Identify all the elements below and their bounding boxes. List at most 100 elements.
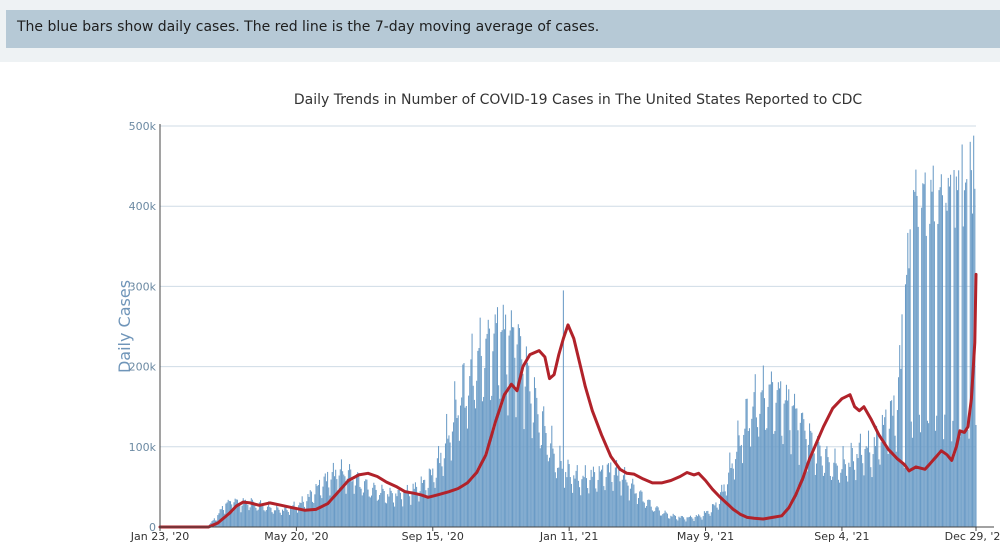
daily-case-bar xyxy=(617,475,619,527)
daily-case-bar xyxy=(444,443,447,527)
daily-case-bar xyxy=(739,445,741,527)
daily-case-bar xyxy=(876,425,878,527)
daily-case-bar xyxy=(781,435,783,527)
daily-case-bar xyxy=(466,428,468,527)
daily-case-bar xyxy=(435,477,437,527)
daily-case-bar xyxy=(472,385,474,527)
daily-case-bar xyxy=(464,407,466,527)
daily-case-bar xyxy=(729,452,731,527)
daily-case-bar xyxy=(337,493,339,527)
daily-case-bar xyxy=(306,501,308,527)
daily-case-bar xyxy=(347,470,349,527)
daily-case-bar xyxy=(416,486,418,527)
x-tick-label: Jan 11, '21 xyxy=(539,530,598,543)
daily-case-bar xyxy=(646,506,648,527)
daily-case-bar xyxy=(911,437,913,527)
daily-case-bar xyxy=(276,503,278,527)
x-tick-label: Sep 15, '20 xyxy=(402,530,464,543)
daily-case-bar xyxy=(565,472,567,527)
daily-case-bar xyxy=(479,317,481,527)
daily-case-bar xyxy=(770,371,772,527)
daily-case-bar xyxy=(417,493,419,527)
daily-case-bar xyxy=(425,490,427,527)
daily-case-bar xyxy=(320,495,322,527)
daily-case-bar xyxy=(809,423,811,527)
daily-case-bar xyxy=(773,433,775,527)
daily-case-bar xyxy=(327,471,329,527)
daily-case-bar xyxy=(263,510,265,527)
daily-case-bar xyxy=(367,489,369,527)
daily-case-bar xyxy=(517,324,519,527)
daily-case-bar xyxy=(948,186,950,527)
daily-case-bar xyxy=(676,519,678,527)
daily-case-bar xyxy=(404,490,406,527)
daily-case-bar xyxy=(614,467,616,527)
daily-case-bar xyxy=(606,464,608,527)
daily-case-bar xyxy=(246,503,248,527)
daily-case-bar xyxy=(887,453,889,527)
daily-case-bar xyxy=(649,500,651,527)
daily-case-bar xyxy=(904,284,907,527)
daily-case-bar xyxy=(923,184,925,527)
daily-case-bar xyxy=(723,484,725,527)
daily-case-bar xyxy=(328,487,330,527)
daily-case-bar xyxy=(628,500,630,527)
daily-case-bar xyxy=(924,172,926,527)
daily-case-bar xyxy=(733,479,735,527)
daily-case-bar xyxy=(757,427,759,527)
daily-case-bar xyxy=(389,487,391,527)
daily-case-bar xyxy=(308,496,310,527)
daily-case-bar xyxy=(621,479,623,527)
daily-case-bar xyxy=(858,442,860,527)
daily-case-bar xyxy=(336,479,338,527)
daily-case-bar xyxy=(662,514,664,527)
x-tick-label: Jan 23, '20 xyxy=(130,530,189,543)
daily-case-bar xyxy=(671,516,673,527)
daily-case-bar xyxy=(241,505,243,527)
daily-case-bar xyxy=(689,515,692,527)
daily-case-bar xyxy=(609,472,611,527)
daily-case-bar xyxy=(409,496,411,527)
daily-case-bar xyxy=(857,458,859,527)
daily-case-bar xyxy=(655,507,657,527)
daily-case-bar xyxy=(910,421,912,527)
daily-case-bar xyxy=(473,399,475,527)
daily-case-bar xyxy=(575,470,577,527)
daily-case-bar xyxy=(555,478,557,527)
daily-case-bar xyxy=(670,515,672,527)
daily-case-bar xyxy=(335,469,337,527)
daily-case-bar xyxy=(644,507,646,527)
daily-case-bar xyxy=(736,451,738,527)
daily-case-bar xyxy=(784,400,786,527)
daily-case-bar xyxy=(277,507,279,527)
daily-case-bar xyxy=(375,489,377,527)
daily-case-bar xyxy=(251,499,253,527)
daily-case-bar xyxy=(619,481,621,527)
daily-case-bar xyxy=(372,487,374,527)
daily-case-bar xyxy=(265,509,267,527)
daily-case-bar xyxy=(539,448,541,527)
daily-case-bar xyxy=(374,485,376,527)
daily-case-bar xyxy=(434,487,436,527)
daily-case-bar xyxy=(959,437,961,527)
daily-case-bar xyxy=(634,493,636,527)
daily-case-bar xyxy=(840,472,842,527)
daily-case-bar xyxy=(774,431,776,527)
daily-case-bar xyxy=(506,374,508,527)
daily-case-bar xyxy=(403,491,405,527)
daily-case-bar xyxy=(818,441,820,527)
daily-case-bar xyxy=(955,176,957,527)
daily-case-bar xyxy=(862,463,864,527)
daily-case-bar xyxy=(906,274,908,527)
daily-case-bar xyxy=(287,511,289,527)
daily-case-bar xyxy=(577,480,579,527)
daily-case-bar xyxy=(542,411,544,527)
y-tick-label: 100k xyxy=(129,441,157,454)
daily-case-bar xyxy=(941,195,944,528)
daily-case-bar xyxy=(589,480,591,527)
daily-cases-chart[interactable]: Daily Trends in Number of COVID-19 Cases… xyxy=(0,62,1000,550)
daily-case-bar xyxy=(480,355,482,527)
daily-case-bar xyxy=(958,170,960,527)
daily-case-bar xyxy=(583,477,585,527)
daily-case-bar xyxy=(498,385,500,527)
